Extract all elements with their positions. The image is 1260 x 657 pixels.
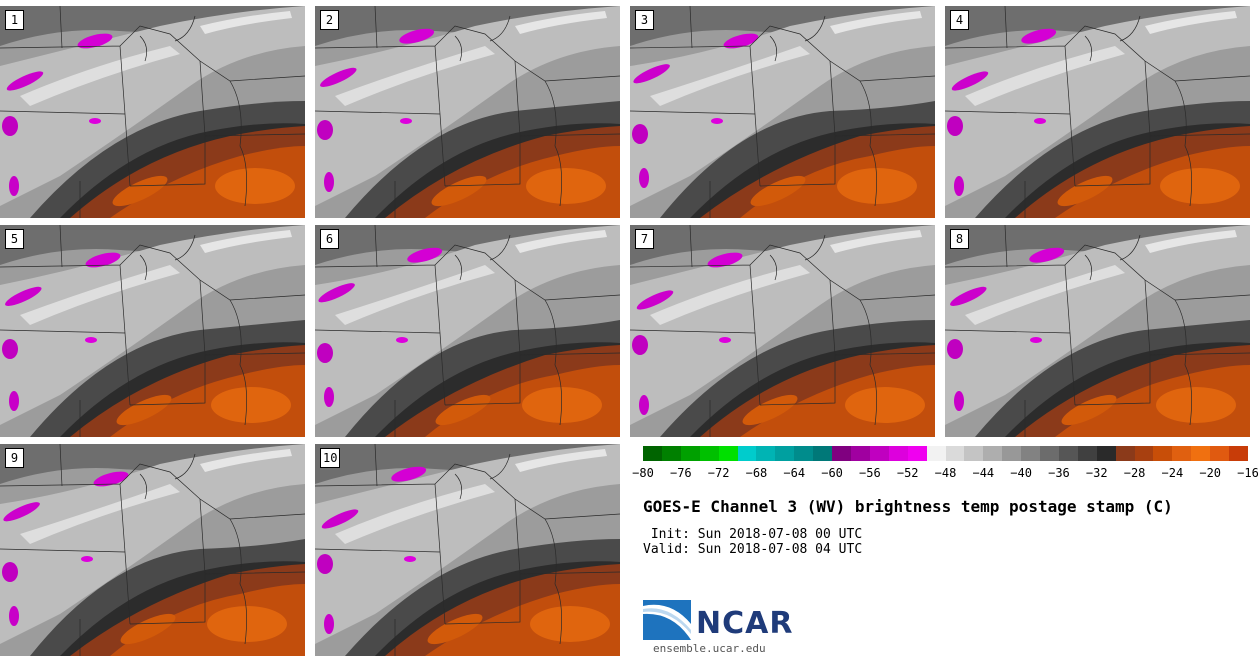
panel-member-5: 5 — [0, 225, 305, 437]
colorbar-swatch — [1153, 446, 1173, 461]
panel-label: 3 — [635, 10, 654, 30]
colorbar-swatch — [907, 446, 927, 461]
panel-label: 4 — [950, 10, 969, 30]
panel-label: 6 — [320, 229, 339, 249]
panel-label: 1 — [5, 10, 24, 30]
colorbar-swatch — [1115, 446, 1135, 461]
panel-label: 10 — [320, 448, 341, 468]
colorbar-swatch — [699, 446, 719, 461]
panel-label: 8 — [950, 229, 969, 249]
water-vapor-map — [0, 225, 305, 437]
colorbar-swatch — [1002, 446, 1022, 461]
colorbar-tick-label: −52 — [896, 466, 919, 480]
colorbar-swatch — [964, 446, 984, 461]
colorbar-tick-label: −64 — [783, 466, 806, 480]
panel-label: 5 — [5, 229, 24, 249]
water-vapor-map — [630, 225, 935, 437]
colorbar-tick-label: −76 — [669, 466, 692, 480]
colorbar-swatch — [794, 446, 814, 461]
water-vapor-map — [315, 225, 620, 437]
panel-member-3: 3 — [630, 6, 935, 218]
colorbar-tick-label: −48 — [934, 466, 957, 480]
valid-time: Valid: Sun 2018-07-08 04 UTC — [643, 542, 863, 557]
colorbar-tick-label: −44 — [972, 466, 995, 480]
colorbar-swatch — [983, 446, 1003, 461]
panel-member-10: 10 — [315, 444, 620, 656]
colorbar-tick-label: −68 — [745, 466, 768, 480]
panel-member-1: 1 — [0, 6, 305, 218]
colorbar-tick-label: −80 — [632, 466, 654, 480]
colorbar-swatch — [680, 446, 700, 461]
panel-member-9: 9 — [0, 444, 305, 656]
colorbar-swatch — [1134, 446, 1154, 461]
colorbar — [643, 446, 1248, 461]
colorbar-swatch — [756, 446, 776, 461]
colorbar-swatch — [1058, 446, 1078, 461]
colorbar-swatch — [850, 446, 870, 461]
colorbar-swatch — [1172, 446, 1192, 461]
water-vapor-map — [630, 6, 935, 218]
panel-member-7: 7 — [630, 225, 935, 437]
water-vapor-map — [945, 6, 1250, 218]
site-url: ensemble.ucar.edu — [653, 642, 766, 655]
colorbar-swatch — [832, 446, 851, 461]
ncar-logo-text: NCAR — [696, 606, 794, 641]
colorbar-swatch — [1096, 446, 1116, 461]
panel-member-2: 2 — [315, 6, 620, 218]
colorbar-swatch — [813, 446, 833, 461]
water-vapor-map — [945, 225, 1250, 437]
colorbar-tick-label: −36 — [1048, 466, 1070, 480]
figure-title: GOES-E Channel 3 (WV) brightness temp po… — [643, 497, 1173, 516]
panel-label: 9 — [5, 448, 24, 468]
colorbar-tick-label: −40 — [1010, 466, 1032, 480]
colorbar-tick-label: −72 — [707, 466, 730, 480]
panel-member-6: 6 — [315, 225, 620, 437]
water-vapor-map — [0, 444, 305, 656]
colorbar-swatch — [643, 446, 662, 461]
water-vapor-map — [315, 444, 620, 656]
colorbar-swatch — [888, 446, 908, 461]
colorbar-tick-label: −20 — [1199, 466, 1222, 480]
colorbar-swatch — [1040, 446, 1059, 461]
init-time: Init: Sun 2018-07-08 00 UTC — [643, 527, 863, 542]
panel-member-4: 4 — [945, 6, 1250, 218]
colorbar-tick-label: −56 — [859, 466, 881, 480]
colorbar-ticks: −80 −76 −72 −68 −64 −60 −56 −52 −48 −44 −40 −36 −32 −… — [632, 466, 1259, 482]
colorbar-swatch — [661, 446, 681, 461]
panel-label: 2 — [320, 10, 339, 30]
ncar-logo-icon — [643, 600, 691, 640]
colorbar-swatch — [945, 446, 965, 461]
colorbar-swatch — [1191, 446, 1211, 461]
colorbar-tick-label: −32 — [1085, 466, 1108, 480]
colorbar-swatch — [737, 446, 757, 461]
water-vapor-map — [315, 6, 620, 218]
panel-label: 7 — [635, 229, 654, 249]
water-vapor-map — [0, 6, 305, 218]
colorbar-tick-label: −16 — [1237, 466, 1259, 480]
colorbar-swatch — [718, 446, 738, 461]
colorbar-tick-label: −28 — [1123, 466, 1146, 480]
colorbar-swatch — [926, 446, 946, 461]
colorbar-swatch — [1077, 446, 1097, 461]
colorbar-swatch — [869, 446, 889, 461]
panel-member-8: 8 — [945, 225, 1250, 437]
colorbar-swatch — [1229, 446, 1248, 461]
colorbar-swatch — [775, 446, 795, 461]
colorbar-tick-label: −24 — [1161, 466, 1184, 480]
colorbar-tick-label: −60 — [821, 466, 843, 480]
colorbar-swatch — [1021, 446, 1041, 461]
colorbar-swatch — [1210, 446, 1230, 461]
